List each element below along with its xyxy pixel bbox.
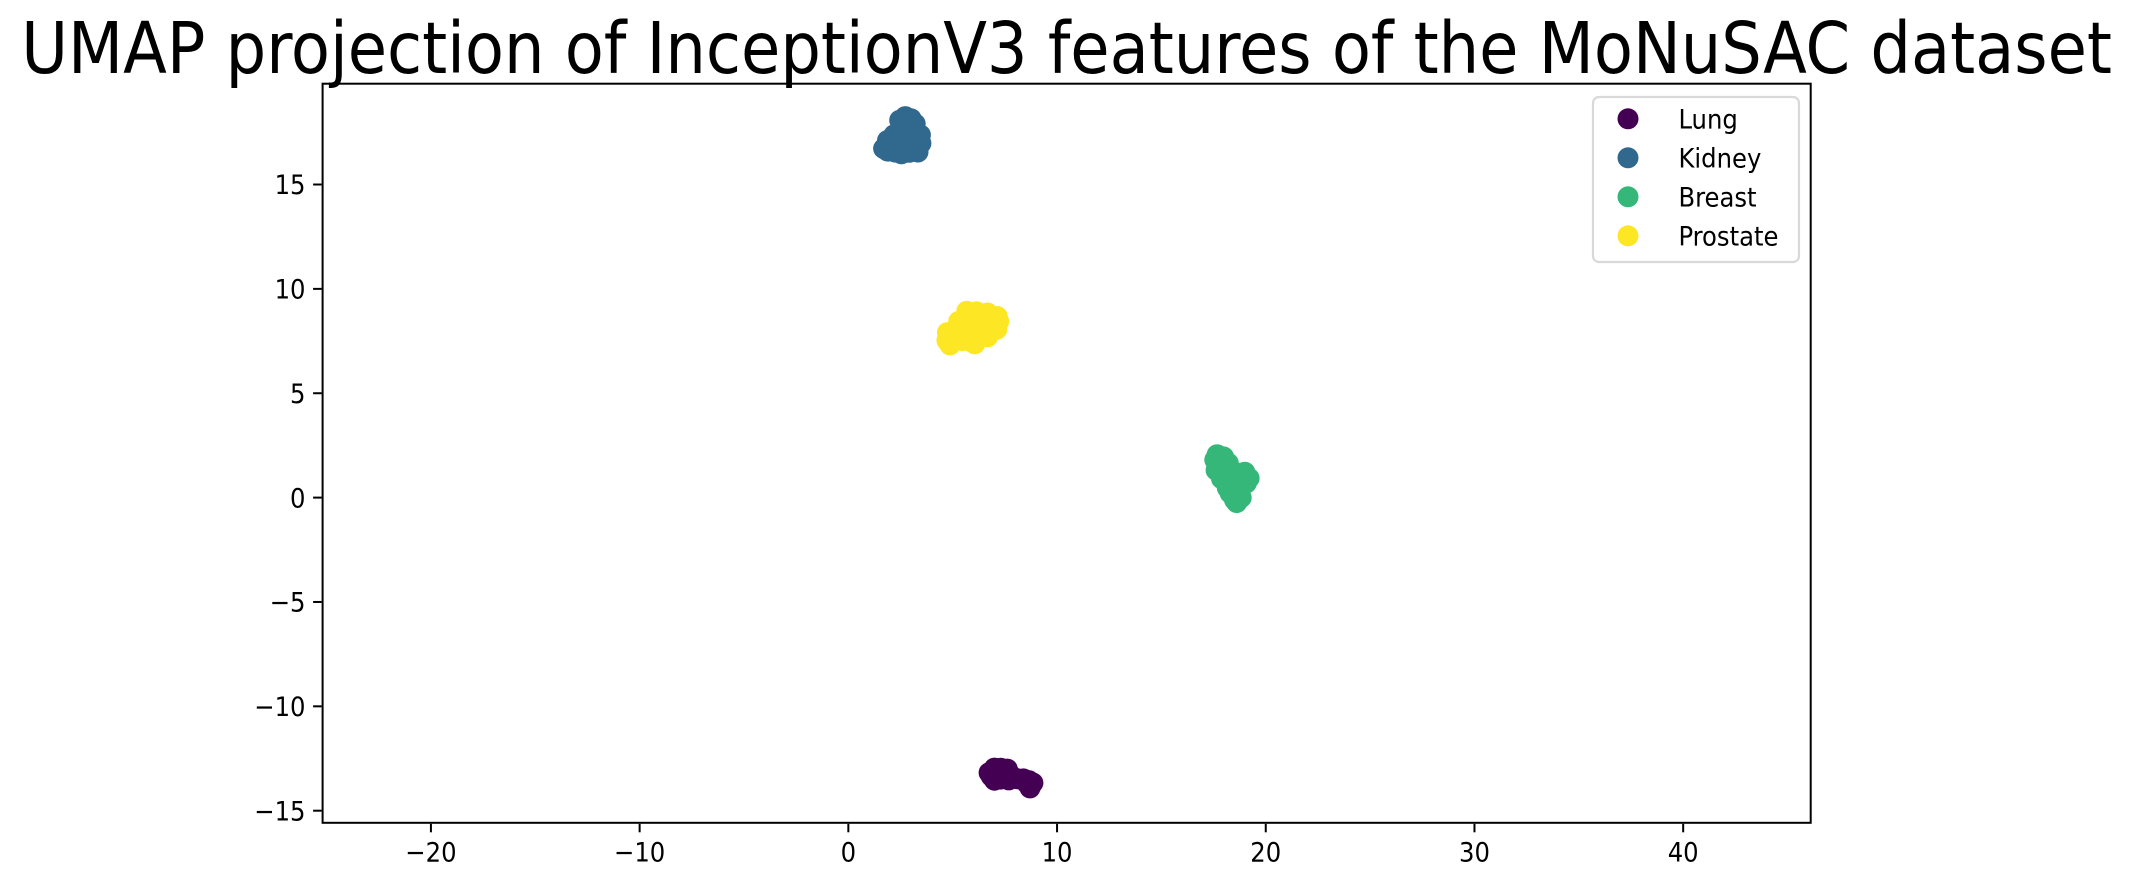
legend-label-kidney: Kidney [1679,143,1762,174]
x-tick-label: −10 [614,838,665,869]
x-tick-label: −20 [405,838,456,869]
axis-ticks: −20 −10 0 10 20 30 40 −15 −10 −5 0 5 10 15 [254,170,1698,868]
scatter-point [898,141,920,163]
scatter-point [1019,777,1041,799]
scatter-points [873,106,1260,799]
y-tick-label: −15 [254,796,305,827]
legend-item-prostate: Prostate [1617,221,1779,252]
scatter-point [958,326,980,348]
y-tick-label: 5 [290,379,305,410]
legend-marker-prostate [1617,225,1639,247]
x-tick-label: 30 [1459,838,1490,869]
x-tick-label: 0 [841,838,856,869]
legend-item-breast: Breast [1617,182,1757,213]
y-tick-label: −5 [270,588,306,619]
chart-title: UMAP projection of InceptionV3 features … [21,7,2112,90]
y-tick-label: −10 [254,692,305,723]
y-tick-label: 0 [290,483,305,514]
plot-border [321,82,1812,824]
series-kidney [873,106,932,165]
legend-label-breast: Breast [1679,182,1757,213]
legend-marker-lung [1617,108,1639,130]
y-tick-label: 10 [275,275,306,306]
legend-marker-breast [1617,186,1639,208]
legend-label-lung: Lung [1679,104,1738,135]
series-breast [1204,444,1260,514]
legend-marker-kidney [1617,147,1639,169]
legend-label-prostate: Prostate [1679,221,1779,252]
x-tick-label: 20 [1250,838,1281,869]
x-tick-label: 10 [1042,838,1073,869]
x-tick-label: 40 [1668,838,1699,869]
legend-box [1591,95,1801,264]
y-tick-label: 15 [275,170,306,201]
legend-item-lung: Lung [1617,104,1738,135]
series-prostate [936,300,1010,356]
scatter-point [1226,492,1248,514]
series-lung [978,757,1044,799]
legend-item-kidney: Kidney [1617,143,1762,174]
legend: Lung Kidney Breast Prostate [1591,95,1801,264]
